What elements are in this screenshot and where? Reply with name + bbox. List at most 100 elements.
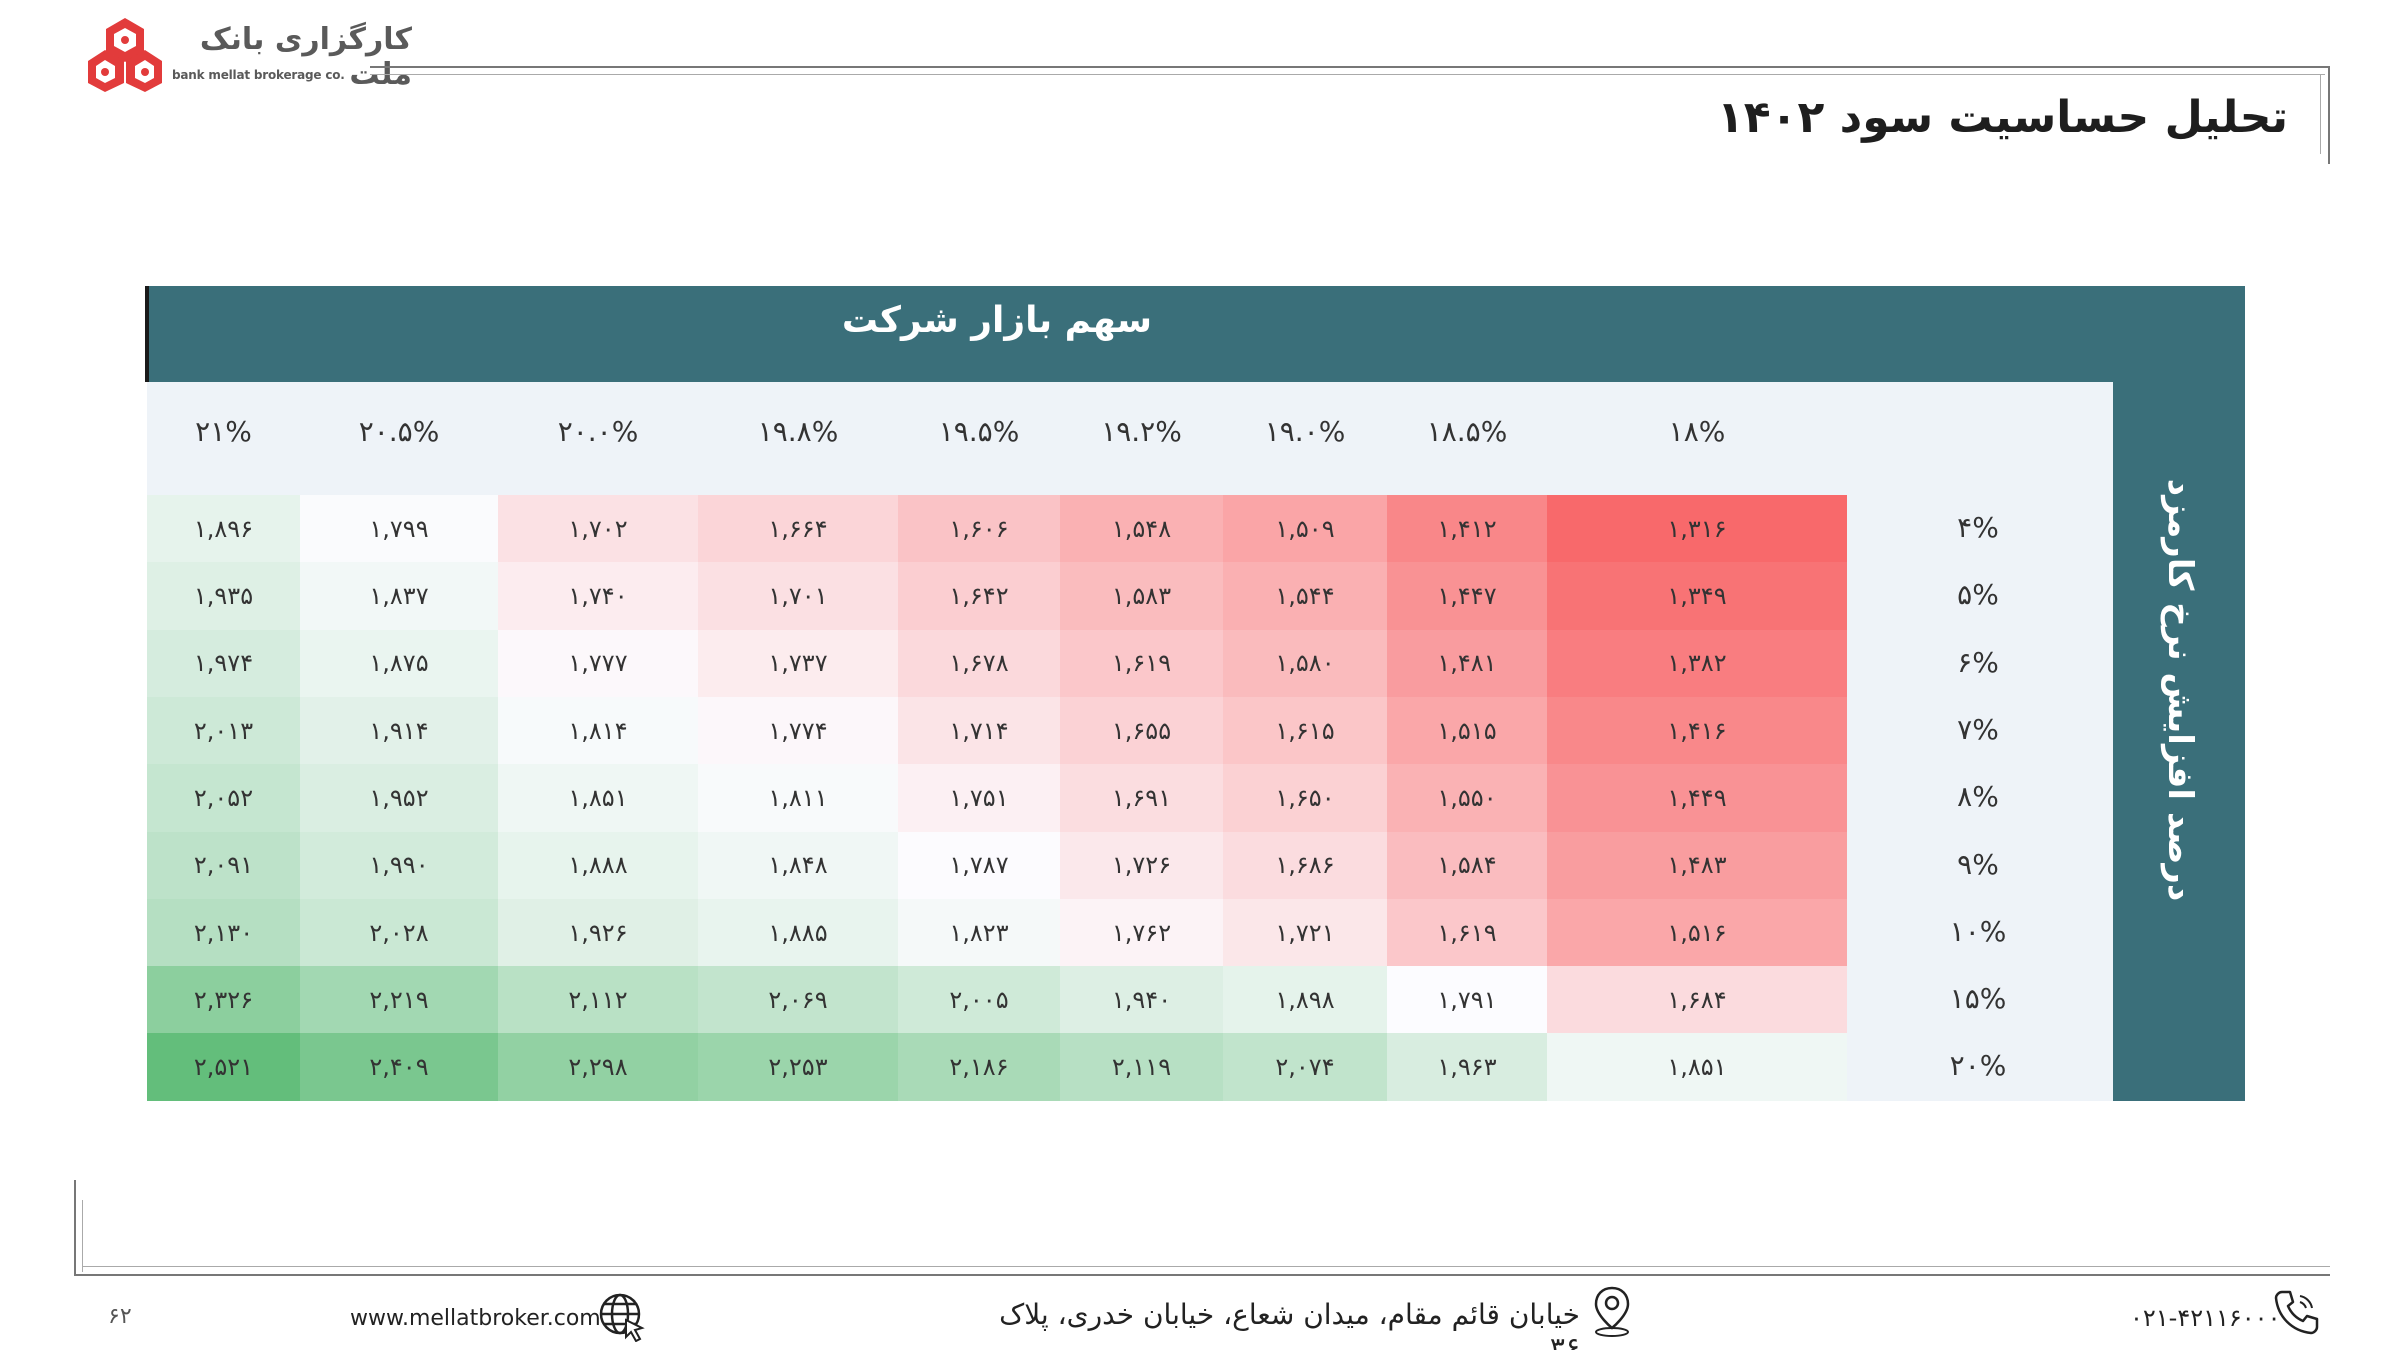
footer-corner-rule [74, 1180, 76, 1276]
footer-rule-inner [82, 1266, 2330, 1267]
table-cell: ۱,۷۲۱ [1223, 898, 1387, 967]
location-pin-icon [1594, 1286, 1630, 1337]
table-cell: ۱,۷۱۴ [898, 696, 1060, 765]
table-cell: ۱,۵۵۰ [1387, 764, 1547, 832]
table-cell: ۱,۷۷۷ [498, 629, 698, 698]
table-cell: ۱,۸۳۷ [300, 562, 498, 631]
table-cell: ۲,۲۱۹ [300, 966, 498, 1034]
table-cell: ۱,۹۶۳ [1387, 1033, 1547, 1102]
table-cell: ۱,۷۲۶ [1060, 831, 1223, 900]
table-cell: ۱,۵۸۳ [1060, 562, 1223, 631]
table-header-band [147, 286, 2245, 382]
website-link[interactable]: www.mellatbroker.com [350, 1306, 601, 1331]
table-cell: ۱,۹۷۴ [147, 629, 300, 698]
table-cell: ۱,۵۱۵ [1387, 696, 1547, 765]
table-cell: ۲,۰۷۴ [1223, 1033, 1387, 1102]
table-cell: ۱,۴۴۹ [1547, 764, 1847, 832]
table-column-title: سهم بازار شرکت [841, 300, 1153, 341]
table-cell: ۱,۳۱۶ [1547, 495, 1847, 563]
row-header: ۱۵% [1949, 982, 2007, 1016]
table-row-title: درصد افزایش نرخ کارمزد [2120, 479, 2240, 902]
page-number: ۶۲ [108, 1304, 132, 1329]
header-corner-rule [2328, 66, 2330, 164]
table-cell: ۱,۸۹۶ [147, 495, 300, 563]
logo-text-fa: کارگزاری بانک ملت [199, 22, 412, 92]
table-cell: ۱,۳۴۹ [1547, 562, 1847, 631]
table-cell: ۲,۵۲۱ [147, 1033, 300, 1102]
table-cell: ۱,۹۲۶ [498, 898, 698, 967]
table-cell: ۱,۷۵۱ [898, 764, 1060, 832]
phone-number[interactable]: ۰۲۱-۴۲۱۱۶۰۰۰ [2130, 1304, 2281, 1332]
table-cell: ۱,۵۴۴ [1223, 562, 1387, 631]
table-cell: ۲,۱۳۰ [147, 898, 300, 967]
table-cell: ۱,۹۴۰ [1060, 966, 1223, 1034]
table-cell: ۱,۷۰۲ [498, 495, 698, 563]
table-cell: ۱,۸۸۵ [698, 898, 898, 967]
table-cell: ۱,۸۵۱ [1547, 1033, 1847, 1102]
table-cell: ۱,۸۱۴ [498, 696, 698, 765]
table-cell: ۱,۸۴۸ [698, 831, 898, 900]
row-header: ۱۰% [1949, 914, 2007, 948]
table-cell: ۱,۴۱۲ [1387, 495, 1547, 563]
column-header: ۱۹.۸% [757, 415, 839, 448]
table-cell: ۲,۱۸۶ [898, 1033, 1060, 1102]
table-cell: ۲,۰۰۵ [898, 966, 1060, 1034]
table-cell: ۲,۳۲۶ [147, 966, 300, 1034]
table-cell: ۱,۷۹۱ [1387, 966, 1547, 1034]
table-cell: ۱,۶۱۹ [1387, 898, 1547, 967]
column-header: ۱۹.۵% [938, 415, 1020, 448]
table-cell: ۱,۶۱۹ [1060, 629, 1223, 698]
table-row-title-text: درصد افزایش نرخ کارمزد [2160, 478, 2200, 902]
table-cell: ۲,۰۱۳ [147, 696, 300, 765]
table-cell: ۱,۶۷۸ [898, 629, 1060, 698]
page-title: تحلیل حساسیت سود ۱۴۰۲ [1716, 92, 2288, 143]
table-cell: ۱,۴۸۱ [1387, 629, 1547, 698]
table-header-edge [145, 286, 149, 382]
logo-mark-icon [88, 18, 162, 92]
column-header: ۱۹.۲% [1101, 415, 1182, 448]
table-cell: ۱,۹۵۲ [300, 764, 498, 832]
table-cell: ۲,۲۹۸ [498, 1033, 698, 1102]
table-side-band [2113, 286, 2245, 1101]
table-cell: ۱,۸۹۸ [1223, 966, 1387, 1034]
table-cell: ۱,۷۹۹ [300, 495, 498, 563]
table-cell: ۱,۵۸۰ [1223, 629, 1387, 698]
table-cell: ۱,۶۵۰ [1223, 764, 1387, 832]
table-cell: ۱,۴۴۷ [1387, 562, 1547, 631]
table-cell: ۱,۷۰۱ [698, 562, 898, 631]
table-cell: ۱,۸۵۱ [498, 764, 698, 832]
office-address: خیابان قائم مقام، میدان شعاع، خیابان خدر… [999, 1298, 1580, 1350]
table-cell: ۱,۷۳۷ [698, 629, 898, 698]
row-header: ۴% [1957, 511, 1999, 544]
column-header: ۱۹.۰% [1264, 415, 1346, 448]
table-cell: ۱,۷۶۲ [1060, 898, 1223, 967]
row-header: ۲۰% [1949, 1049, 2007, 1083]
table-cell: ۱,۴۱۶ [1547, 696, 1847, 765]
table-cell: ۲,۴۰۹ [300, 1033, 498, 1102]
table-cell: ۱,۳۸۲ [1547, 629, 1847, 698]
table-cell: ۱,۷۷۴ [698, 696, 898, 765]
column-header: ۲۱% [195, 415, 252, 448]
table-cell: ۲,۰۹۱ [147, 831, 300, 900]
logo-text-en: bank mellat brokerage co. [172, 68, 345, 82]
table-cell: ۱,۶۱۵ [1223, 696, 1387, 765]
phone-icon[interactable] [2270, 1286, 2322, 1338]
table-cell: ۱,۸۲۳ [898, 898, 1060, 967]
table-cell: ۱,۶۸۴ [1547, 966, 1847, 1034]
table-cell: ۱,۵۸۴ [1387, 831, 1547, 900]
globe-icon[interactable] [596, 1290, 648, 1342]
table-cell: ۱,۵۱۶ [1547, 898, 1847, 967]
table-cell: ۱,۶۶۴ [698, 495, 898, 563]
table-cell: ۲,۱۱۹ [1060, 1033, 1223, 1102]
company-logo: کارگزاری بانک ملت bank mellat brokerage … [86, 16, 416, 96]
column-header: ۱۸.۵% [1426, 415, 1508, 448]
table-cell: ۲,۰۵۲ [147, 764, 300, 832]
table-cell: ۱,۶۰۶ [898, 495, 1060, 563]
table-cell: ۱,۶۵۵ [1060, 696, 1223, 765]
footer-rule [74, 1274, 2330, 1276]
table-cell: ۱,۵۴۸ [1060, 495, 1223, 563]
table-cell: ۲,۰۶۹ [698, 966, 898, 1034]
footer-corner-rule-inner [82, 1200, 83, 1272]
table-cell: ۱,۸۱۱ [698, 764, 898, 832]
column-header: ۲۰.۵% [358, 415, 440, 448]
